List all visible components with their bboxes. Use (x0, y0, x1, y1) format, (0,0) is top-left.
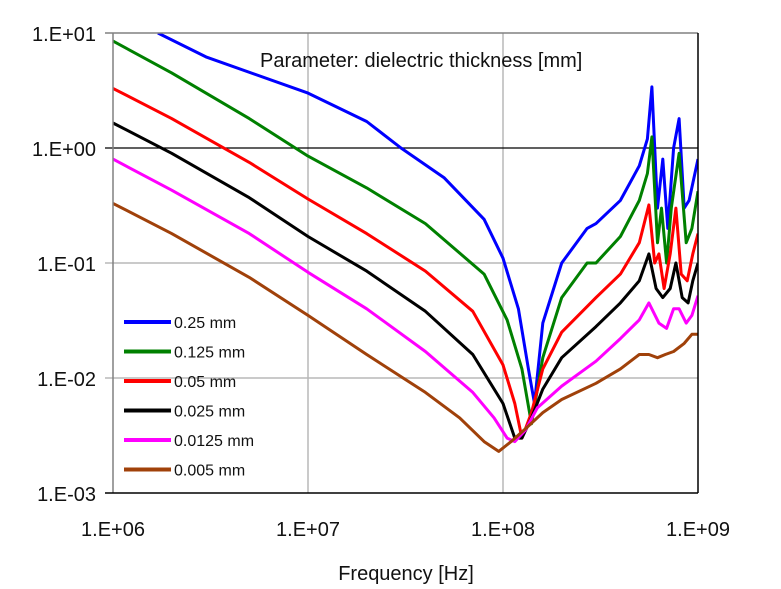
tick-labels: 1.E+01 1.E+00 1.E-01 1.E-02 1.E-03 1.E+0… (32, 24, 730, 541)
series-line-5 (113, 202, 698, 453)
y-tick-label: 1.E-01 (37, 254, 96, 276)
legend-label: 0.005 mm (174, 463, 245, 480)
legend-label: 0.05 mm (174, 374, 236, 391)
series-line-4 (113, 157, 698, 444)
legend-label: 0.0125 mm (174, 433, 254, 450)
legend-label: 0.025 mm (174, 404, 245, 421)
legend-label: 0.25 mm (174, 315, 236, 332)
x-tick-label: 1.E+06 (81, 519, 145, 541)
series-line-1 (113, 39, 698, 426)
y-tick-label: 1.E-02 (37, 369, 96, 391)
series-layer (113, 33, 698, 453)
legend-label: 0.125 mm (174, 345, 245, 362)
series-line-3 (113, 121, 698, 440)
chart-annotation: Parameter: dielectric thickness [mm] (260, 50, 582, 72)
x-axis-title: Frequency [Hz] (338, 563, 474, 585)
y-tick-label: 1.E+00 (32, 139, 96, 161)
grid (105, 33, 698, 493)
legend: 0.25 mm 0.125 mm 0.05 mm 0.025 mm 0.0125 mm 0… (124, 315, 254, 480)
y-tick-label: 1.E-03 (37, 484, 96, 506)
x-tick-label: 1.E+07 (276, 519, 340, 541)
axes (105, 32, 699, 494)
series-line-0 (157, 33, 698, 405)
series-line-2 (113, 87, 698, 440)
x-tick-label: 1.E+08 (471, 519, 535, 541)
y-tick-label: 1.E+01 (32, 24, 96, 46)
x-tick-label: 1.E+09 (666, 519, 730, 541)
